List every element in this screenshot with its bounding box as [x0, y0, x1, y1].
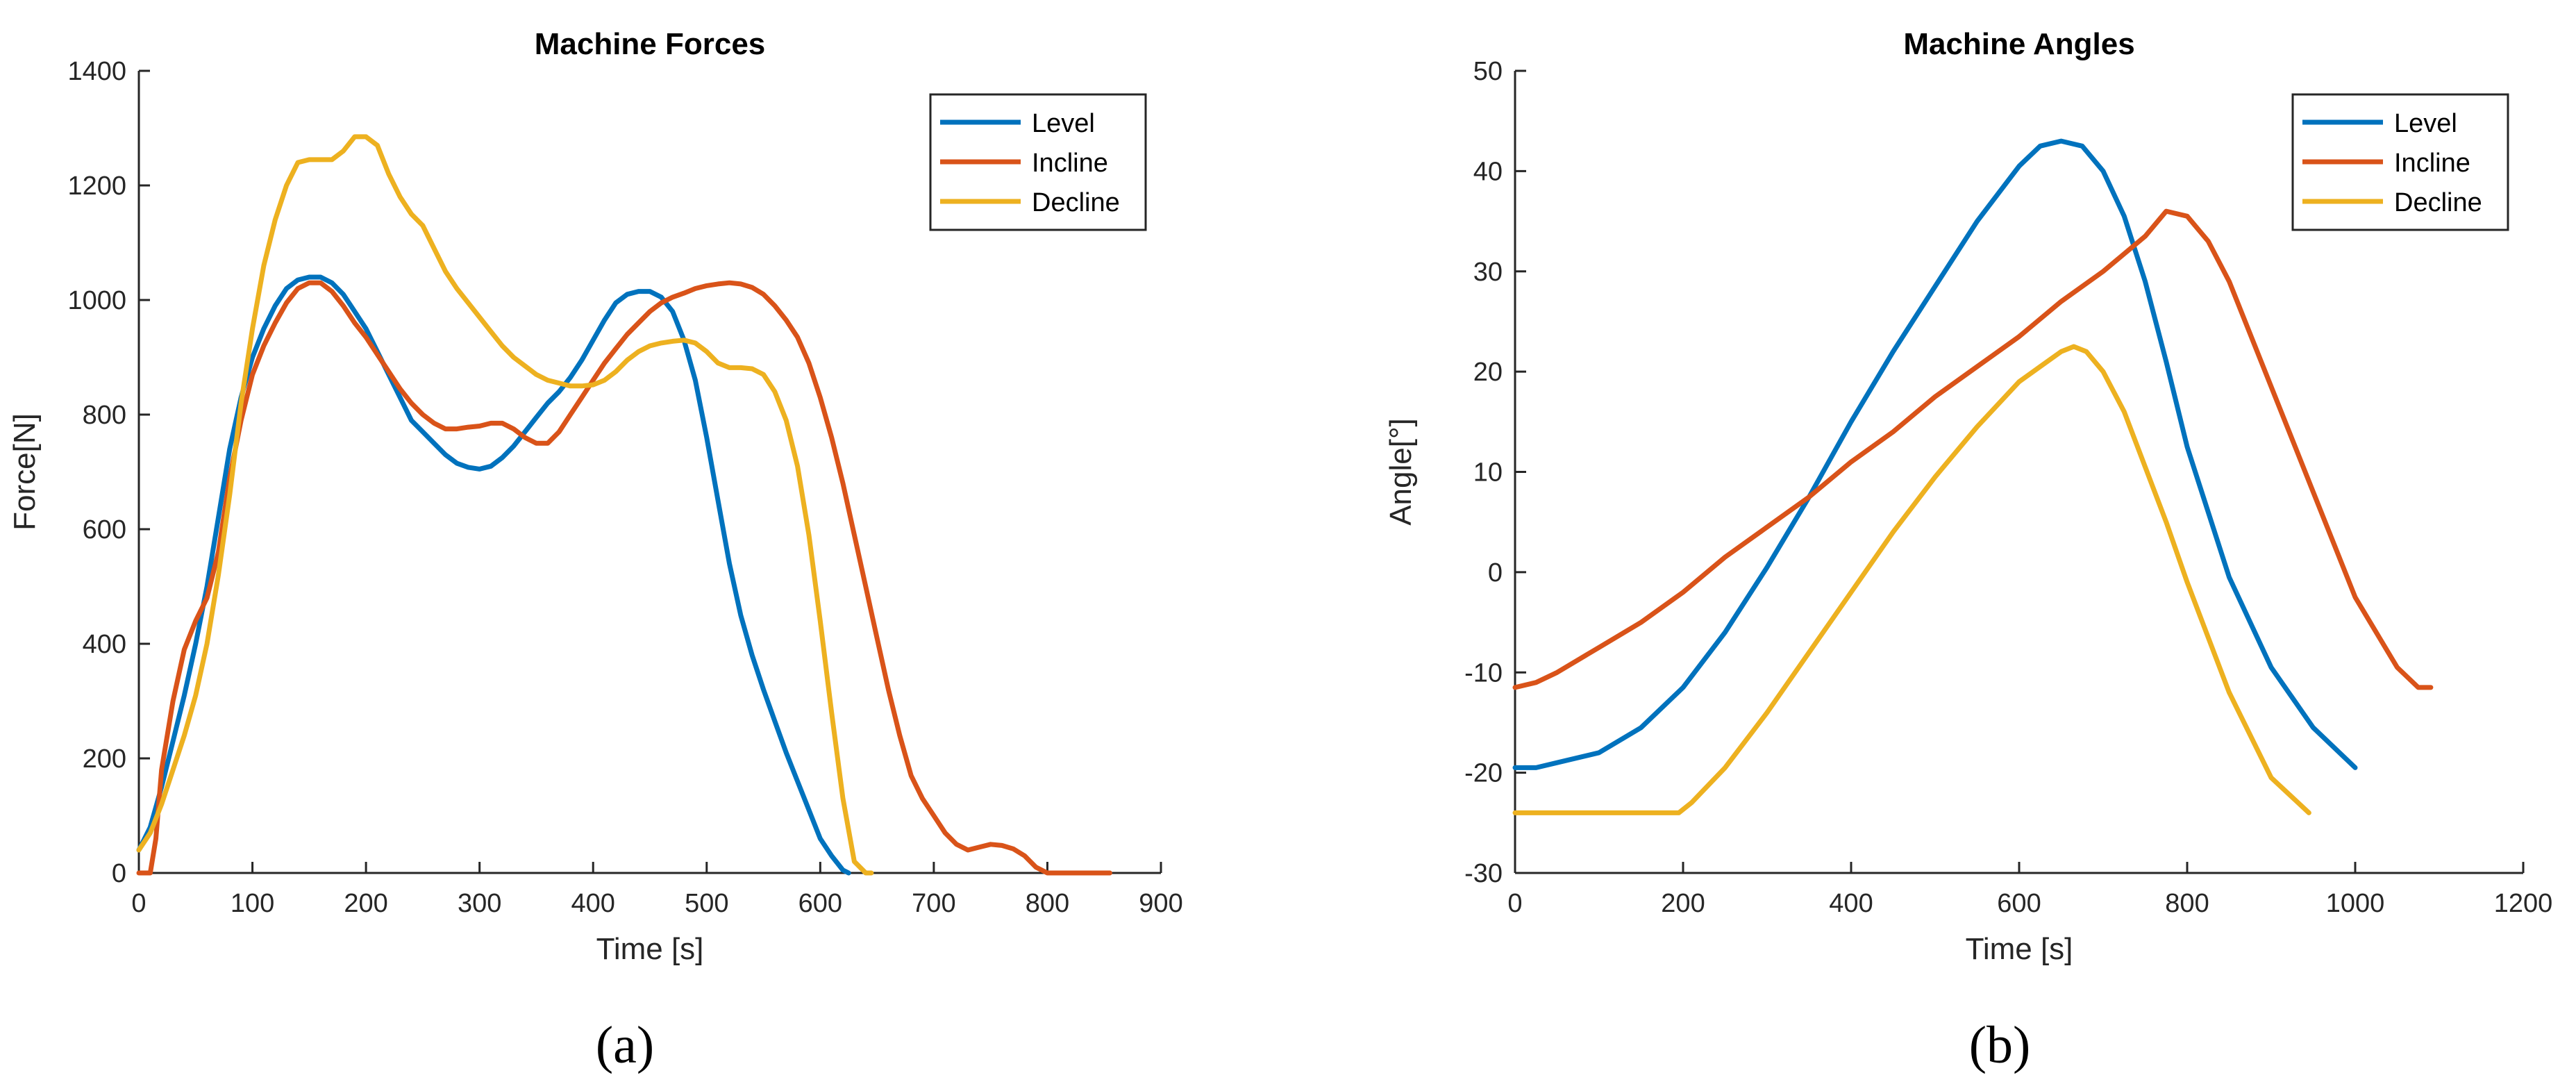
angle-chart-x-tick-label: 400: [1829, 889, 1873, 918]
force-chart-title: Machine Forces: [535, 27, 766, 61]
angle-chart-x-tick-label: 0: [1507, 889, 1522, 918]
force-chart-series-level: [136, 274, 851, 876]
force-chart-x-axis-label: Time [s]: [596, 932, 704, 966]
angle-chart-y-tick-label: -10: [1464, 658, 1503, 688]
angle-chart-y-axis-label: Angle[°]: [1384, 418, 1418, 526]
angle-chart-series-decline: [1512, 344, 2311, 815]
angle-chart-x-tick-label: 1000: [2326, 889, 2385, 918]
angle-chart-axes: 0 200 400 600 800 1000 1200 -30 -20 -10 0 10 20 30 40 5…: [1464, 57, 2552, 918]
force-chart-x-tick-label: 0: [131, 889, 146, 918]
force-chart-y-tick-label: 600: [83, 515, 126, 544]
force-chart-legend-label-incline: Incline: [1032, 149, 1108, 178]
force-chart-x-tick-label: 800: [1026, 889, 1069, 918]
force-chart-y-axis-label: Force[N]: [8, 413, 42, 531]
force-chart-legend-label-level: Level: [1032, 109, 1095, 138]
angle-chart-title: Machine Angles: [1903, 27, 2134, 61]
force-chart-y-tick-label: 1400: [67, 57, 126, 86]
angle-chart: 0 200 400 600 800 1000 1200 -30 -20 -10 0 10 20 30 40 5…: [1384, 27, 2552, 1074]
angle-chart-y-tick-label: 30: [1473, 258, 1503, 287]
force-chart-series: [136, 134, 1112, 876]
angle-chart-series: [1512, 138, 2434, 815]
angle-chart-legend: Level Incline Decline: [2291, 93, 2509, 231]
angle-chart-x-axis-label: Time [s]: [1966, 932, 2073, 966]
angle-chart-y-tick-label: 40: [1473, 157, 1503, 186]
force-chart-legend-label-decline: Decline: [1032, 188, 1120, 217]
angle-chart-y-tick-label: 20: [1473, 358, 1503, 387]
force-chart-x-tick-label: 500: [685, 889, 728, 918]
force-chart-x-tick-label: 600: [798, 889, 842, 918]
angle-chart-y-tick-label: -20: [1464, 759, 1503, 788]
angle-chart-series-level: [1512, 138, 2358, 770]
force-chart-y-tick-label: 0: [112, 859, 126, 888]
force-chart-y-tick-label: 200: [83, 744, 126, 774]
force-chart-axes: 0 100 200 300 400 500 600 700 800 900 0 200 400 600 80…: [67, 57, 1182, 918]
force-chart-y-tick-label: 1000: [67, 286, 126, 315]
angle-chart-x-tick-label: 600: [1997, 889, 2041, 918]
angle-chart-panel-label: (b): [1969, 1016, 2031, 1074]
angle-chart-legend-label-level: Level: [2394, 109, 2457, 138]
force-chart-legend: Level Incline Decline: [929, 93, 1147, 231]
force-chart-series-incline: [136, 280, 1112, 876]
force-chart-x-tick-label: 300: [458, 889, 501, 918]
force-chart-x-tick-label: 400: [571, 889, 615, 918]
force-chart-series-decline: [136, 134, 874, 876]
force-chart-x-tick-label: 100: [231, 889, 274, 918]
angle-chart-y-tick-label: -30: [1464, 859, 1503, 888]
force-chart-y-tick-label: 800: [83, 401, 126, 430]
angle-chart-x-tick-label: 1200: [2494, 889, 2553, 918]
force-chart-panel-label: (a): [596, 1016, 654, 1074]
force-chart-y-tick-label: 1200: [67, 172, 126, 201]
angle-chart-x-tick-label: 800: [2165, 889, 2209, 918]
angle-chart-legend-label-decline: Decline: [2394, 188, 2482, 217]
force-chart: 0 100 200 300 400 500 600 700 800 900 0 200 400 600 80…: [8, 27, 1183, 1074]
force-chart-y-tick-label: 400: [83, 630, 126, 659]
angle-chart-y-tick-label: 50: [1473, 57, 1503, 86]
angle-chart-series-incline: [1512, 208, 2434, 690]
angle-chart-y-tick-label: 10: [1473, 458, 1503, 488]
angle-chart-x-tick-label: 200: [1661, 889, 1705, 918]
force-chart-x-tick-label: 200: [344, 889, 387, 918]
force-chart-x-tick-label: 900: [1139, 889, 1182, 918]
angle-chart-y-tick-label: 0: [1488, 558, 1503, 588]
force-chart-x-tick-label: 700: [912, 889, 955, 918]
angle-chart-legend-label-incline: Incline: [2394, 149, 2470, 178]
